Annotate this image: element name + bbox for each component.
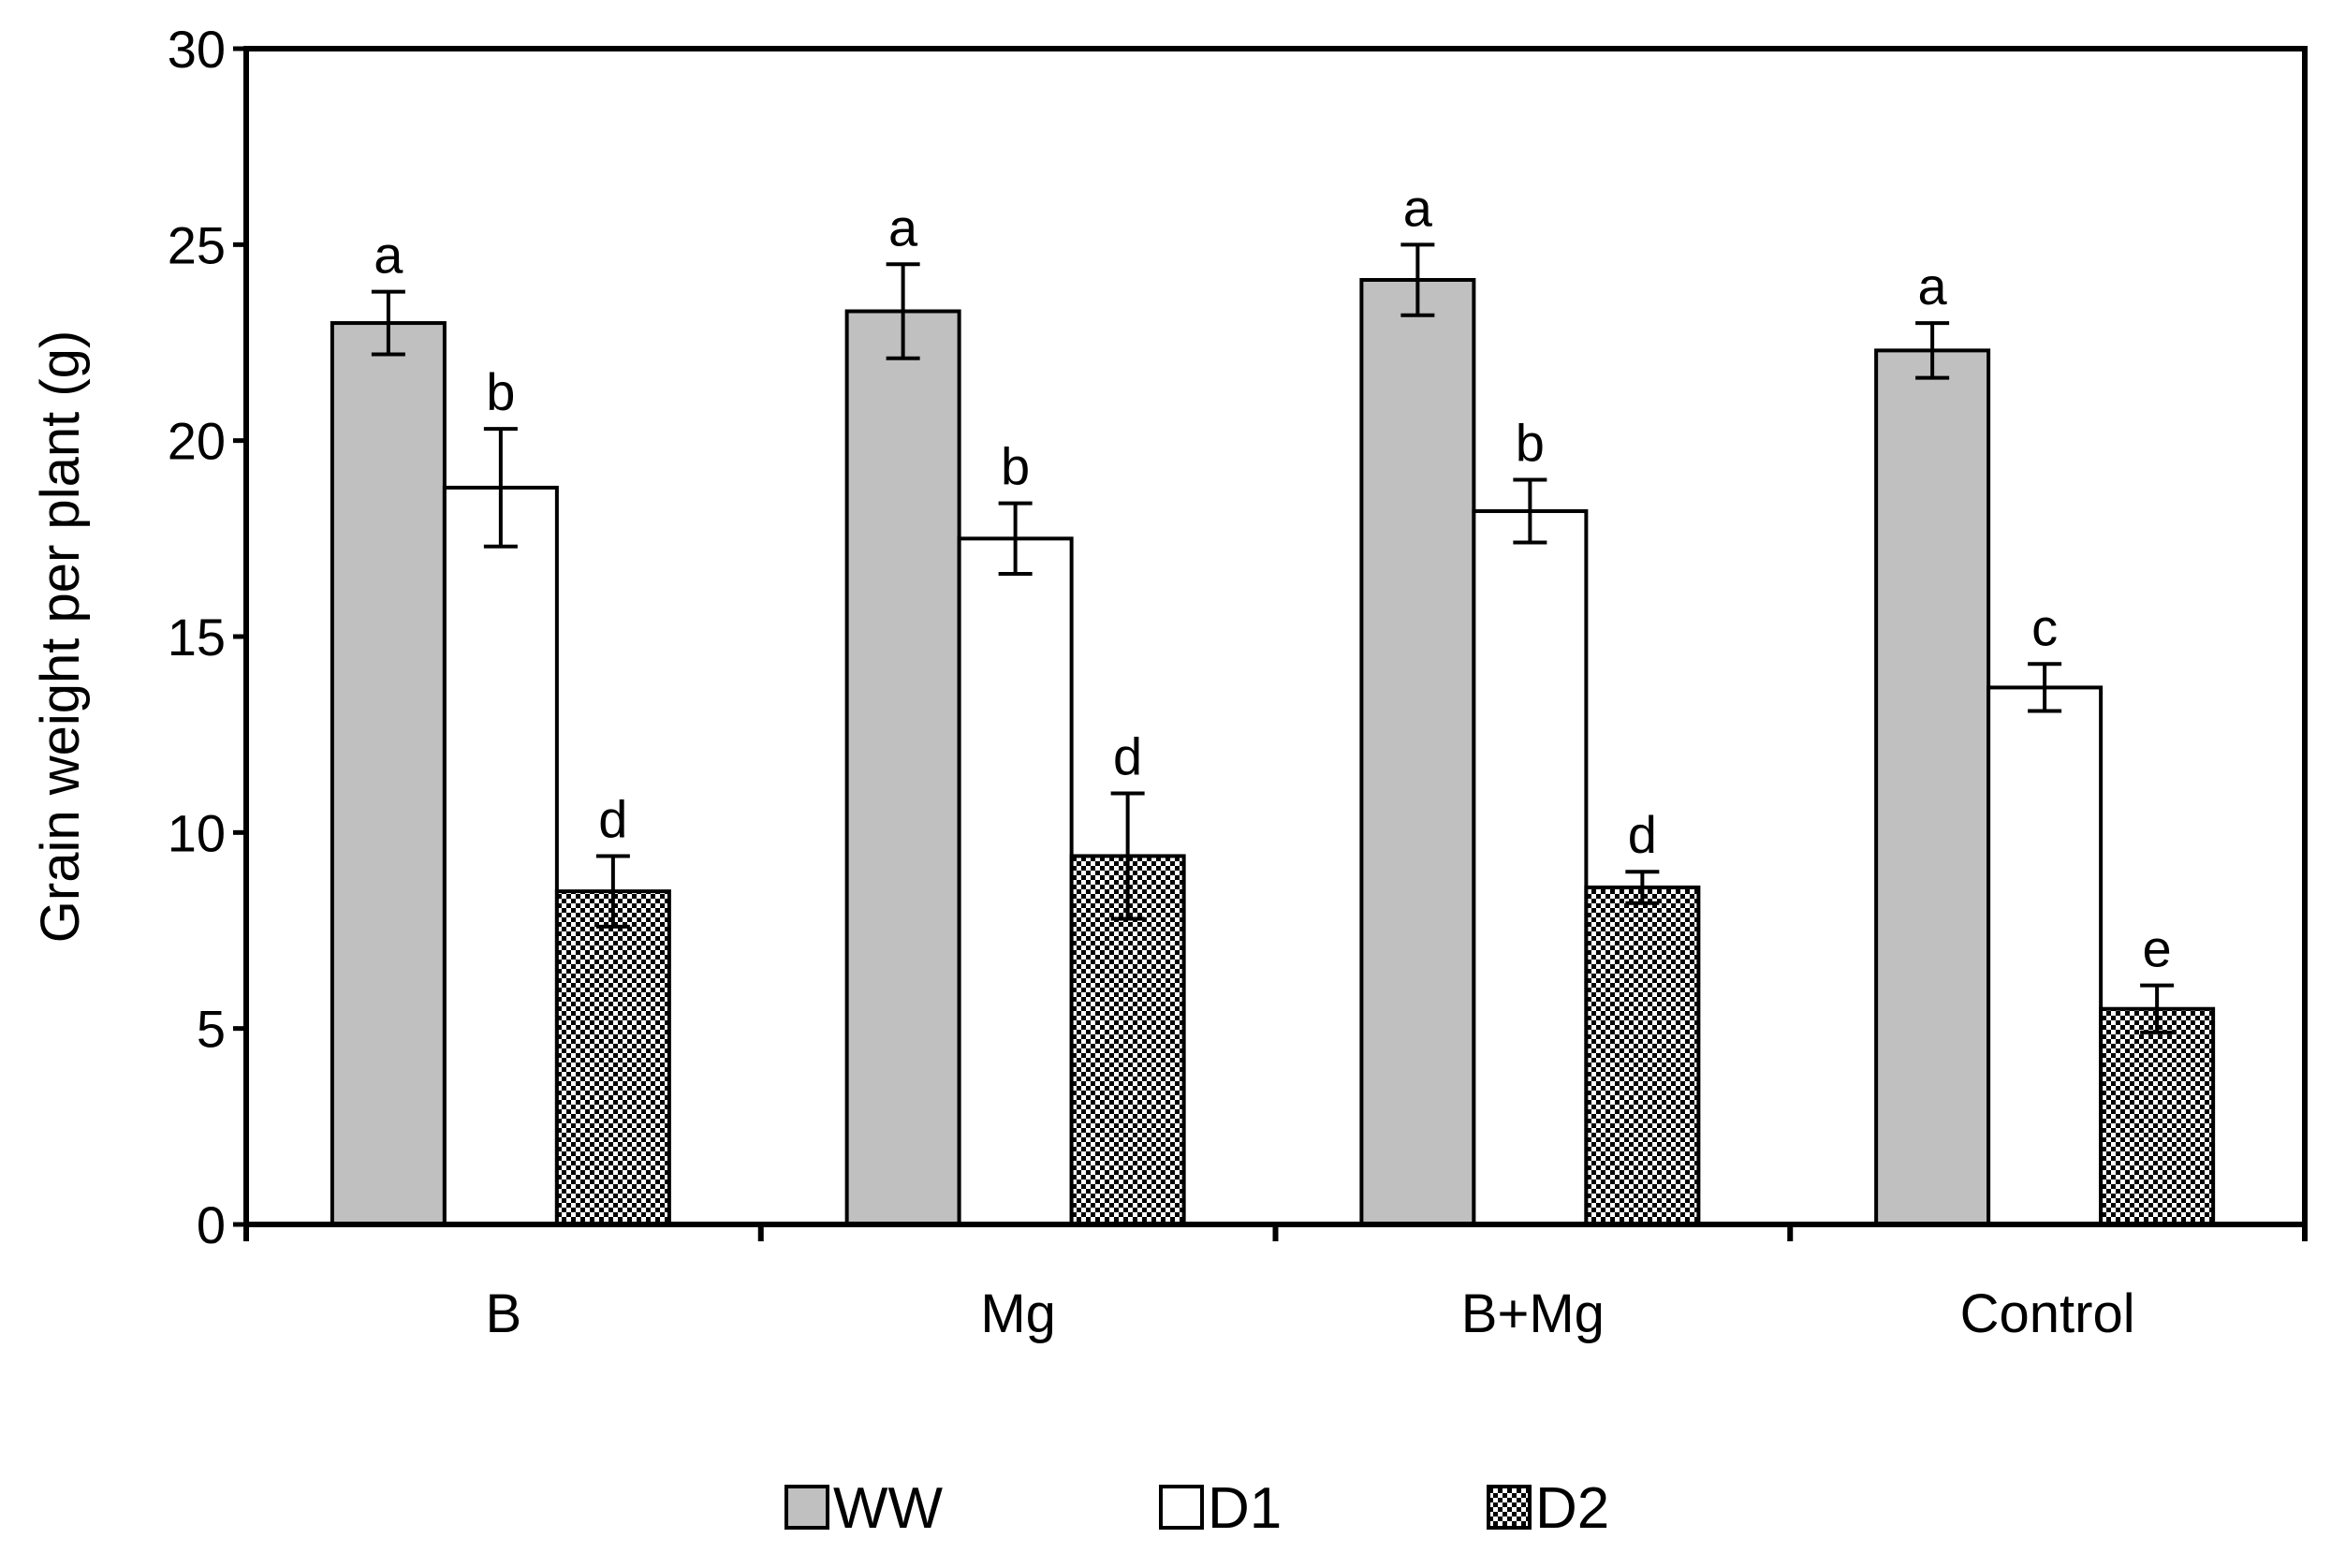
y-tick-label: 0 — [197, 1195, 226, 1254]
axes: 0 5 10 15 20 25 30 B Mg B+Mg Control — [168, 20, 2308, 1344]
significance-label: c — [2031, 597, 2058, 656]
x-category-label: Mg — [980, 1283, 1056, 1344]
significance-label: d — [598, 789, 627, 848]
legend-swatch-d2 — [1487, 1485, 1532, 1530]
y-tick-label: 15 — [168, 608, 226, 667]
y-tick-label: 5 — [197, 1000, 226, 1059]
x-category-label: B+Mg — [1461, 1283, 1605, 1344]
legend-swatch-ww — [784, 1485, 829, 1530]
significance-label: a — [374, 226, 403, 285]
legend-label-d2: D2 — [1535, 1476, 1609, 1541]
y-tick-label: 20 — [168, 412, 226, 471]
bar-d1 — [442, 485, 559, 1226]
significance-label: e — [2143, 919, 2172, 978]
bar-ww — [1359, 278, 1476, 1227]
significance-label: b — [1516, 414, 1545, 473]
bar-d1 — [1986, 685, 2104, 1226]
plot-area: a b d a b d a b d a c e — [330, 178, 2216, 1227]
y-tick-label: 10 — [168, 803, 226, 862]
significance-label: a — [888, 198, 918, 256]
bar-ww — [1874, 348, 1991, 1226]
bar-ww — [330, 321, 447, 1227]
significance-label: d — [1628, 805, 1657, 864]
y-axis-title: Grain weight per plant (g) — [30, 330, 91, 943]
significance-label: a — [1403, 178, 1433, 237]
y-tick-label: 30 — [168, 20, 226, 79]
significance-label: b — [486, 362, 515, 421]
legend-swatch-d1 — [1159, 1485, 1204, 1530]
bar-d2 — [2099, 1006, 2216, 1226]
x-category-label: B — [486, 1283, 522, 1344]
bar-d2 — [1584, 885, 1701, 1226]
bar-d1 — [957, 536, 1074, 1226]
legend-label-d1: D1 — [1208, 1476, 1282, 1541]
y-tick-label: 25 — [168, 215, 226, 274]
bar-d2 — [554, 889, 671, 1227]
bar-d1 — [1472, 509, 1589, 1226]
legend: WW D1 D2 — [784, 1476, 1609, 1541]
legend-label-ww: WW — [833, 1476, 944, 1541]
significance-label: a — [1918, 256, 1948, 315]
bar-ww — [844, 309, 961, 1226]
significance-label: b — [1001, 437, 1030, 496]
x-category-label: Control — [1960, 1283, 2135, 1344]
significance-label: d — [1113, 726, 1142, 785]
